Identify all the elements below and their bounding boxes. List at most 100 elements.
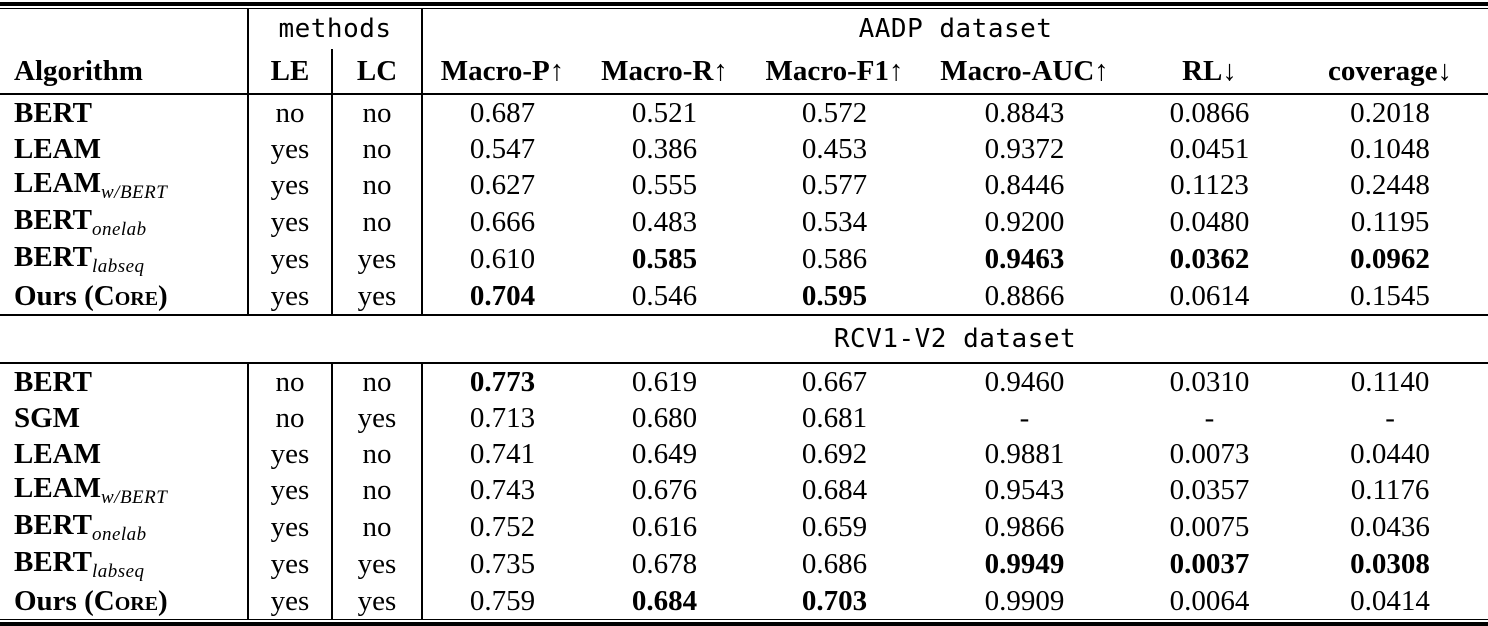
cell-le: yes <box>248 583 333 620</box>
cell-macro-f1: 0.659 <box>801 511 868 543</box>
cell-rl: 0.0866 <box>1169 96 1250 129</box>
cell-macro-auc: 0.9949 <box>984 548 1065 580</box>
cell-rl: 0.1123 <box>1170 169 1249 201</box>
table-row: BERT no no 0.687 0.521 0.572 0.8843 0.0866 0.201… <box>0 94 1488 131</box>
algorithm-name: BERT <box>0 94 249 131</box>
band-spacer <box>0 314 423 364</box>
cell-rl: 0.0451 <box>1169 132 1250 165</box>
cell-lc: yes <box>332 546 424 583</box>
cell-rl: - <box>1204 401 1215 434</box>
cell-le: yes <box>248 472 333 509</box>
cell-coverage: 0.0436 <box>1350 511 1430 543</box>
dataset-label-rcv1: RCV1-V2 dataset <box>422 314 1488 364</box>
cell-macro-f1: 0.453 <box>801 132 868 165</box>
cell-macro-f1: 0.692 <box>801 437 868 470</box>
cell-macro-p: 0.704 <box>469 279 536 312</box>
cell-coverage: 0.0308 <box>1350 548 1430 580</box>
cell-macro-r: 0.555 <box>631 169 698 201</box>
cell-lc: no <box>332 167 424 204</box>
dataset-band-rcv1: RCV1-V2 dataset <box>0 314 1488 364</box>
cell-le: yes <box>248 509 333 546</box>
cell-macro-p: 0.687 <box>469 96 536 129</box>
cell-macro-r: 0.678 <box>631 548 698 580</box>
cell-macro-auc: 0.9543 <box>984 474 1065 506</box>
algorithm-name: BERTlabseq <box>0 546 249 583</box>
cell-coverage: 0.1176 <box>1350 474 1430 506</box>
cell-lc: no <box>332 472 424 509</box>
cell-coverage: 0.1195 <box>1350 206 1430 238</box>
algorithm-name: BERTlabseq <box>0 241 249 278</box>
cell-macro-r: 0.649 <box>631 437 698 470</box>
cell-macro-p: 0.735 <box>469 548 536 580</box>
cell-lc: yes <box>332 278 424 315</box>
dataset-band-row: RCV1-V2 dataset <box>0 314 1488 364</box>
algorithm-name: BERTonelab <box>0 509 249 546</box>
cell-macro-f1: 0.595 <box>801 279 868 312</box>
cell-macro-f1: 0.577 <box>801 169 868 201</box>
cell-rl: 0.0310 <box>1169 365 1250 398</box>
cell-macro-r: 0.616 <box>631 511 698 543</box>
cell-coverage: 0.2448 <box>1350 169 1430 201</box>
algorithm-name: BERT <box>0 363 249 400</box>
cell-macro-auc: 0.9200 <box>984 206 1065 238</box>
table-row: BERTonelab yes no 0.752 0.616 0.659 0.9866 0.00… <box>0 509 1488 546</box>
cell-lc: yes <box>332 241 424 278</box>
cell-lc: yes <box>332 583 424 620</box>
cell-macro-r: 0.585 <box>631 243 698 275</box>
section-aadp-rows: BERT no no 0.687 0.521 0.572 0.8843 0.0866 0.201… <box>0 94 1488 315</box>
cell-lc: no <box>332 131 424 167</box>
column-header-row: Algorithm LE LC Macro-P↑ Macro-R↑ Macro-… <box>0 49 1488 95</box>
cell-rl: 0.0480 <box>1169 206 1250 238</box>
cell-macro-auc: 0.9881 <box>984 437 1065 470</box>
cell-macro-auc: 0.9866 <box>984 511 1065 543</box>
cell-macro-auc: 0.8843 <box>984 96 1065 129</box>
col-header-macro-p: Macro-P↑ <box>422 49 583 95</box>
table-row: BERTlabseq yes yes 0.610 0.585 0.586 0.9463 0.0… <box>0 241 1488 278</box>
cell-macro-p: 0.666 <box>469 206 536 238</box>
cell-macro-p: 0.610 <box>469 243 536 275</box>
cell-macro-r: 0.386 <box>631 132 698 165</box>
col-header-le: LE <box>248 49 333 95</box>
algorithm-name: SGM <box>0 400 249 436</box>
col-header-coverage: coverage↓ <box>1292 49 1488 95</box>
cell-macro-f1: 0.667 <box>801 365 868 398</box>
cell-rl: 0.0037 <box>1169 548 1250 580</box>
cell-lc: no <box>332 204 424 241</box>
cell-macro-r: 0.680 <box>631 401 698 434</box>
cell-macro-f1: 0.586 <box>801 243 868 275</box>
header-spacer <box>0 8 249 49</box>
table-row: LEAMw/BERT yes no 0.743 0.676 0.684 0.9543 0.03… <box>0 472 1488 509</box>
results-table: methods AADP dataset Algorithm LE LC Mac… <box>0 8 1488 620</box>
cell-coverage: 0.0440 <box>1350 437 1430 470</box>
cell-macro-p: 0.741 <box>469 437 536 470</box>
col-header-rl: RL↓ <box>1127 49 1293 95</box>
col-header-algorithm: Algorithm <box>0 49 249 95</box>
algorithm-name: Ours (Core) <box>0 583 249 620</box>
table-row: BERT no no 0.773 0.619 0.667 0.9460 0.0310 0.114… <box>0 363 1488 400</box>
table-row: Ours (Core) yes yes 0.704 0.546 0.595 0.8866 0.… <box>0 278 1488 315</box>
cell-lc: yes <box>332 400 424 436</box>
cell-macro-p: 0.713 <box>469 401 536 434</box>
cell-lc: no <box>332 509 424 546</box>
cell-rl: 0.0075 <box>1169 511 1250 543</box>
cell-macro-r: 0.676 <box>631 474 698 506</box>
table-row: LEAM yes no 0.741 0.649 0.692 0.9881 0.0073 0.04… <box>0 436 1488 472</box>
table-row: Ours (Core) yes yes 0.759 0.684 0.703 0.9909 0.… <box>0 583 1488 620</box>
cell-macro-r: 0.521 <box>631 96 698 129</box>
cell-le: yes <box>248 546 333 583</box>
cell-le: yes <box>248 131 333 167</box>
cell-macro-r: 0.619 <box>631 365 698 398</box>
cell-le: yes <box>248 278 333 315</box>
cell-coverage: 0.1140 <box>1350 365 1430 398</box>
cell-lc: no <box>332 363 424 400</box>
dataset-label-aadp: AADP dataset <box>858 14 1053 44</box>
cell-le: no <box>248 94 333 131</box>
cell-macro-r: 0.483 <box>631 206 698 238</box>
table-row: BERTlabseq yes yes 0.735 0.678 0.686 0.9949 0.0… <box>0 546 1488 583</box>
cell-coverage: 0.1545 <box>1350 279 1430 312</box>
cell-macro-p: 0.759 <box>469 584 536 617</box>
cell-rl: 0.0064 <box>1169 584 1250 617</box>
cell-rl: 0.0614 <box>1169 279 1250 312</box>
cell-macro-p: 0.773 <box>469 365 536 398</box>
cell-coverage: 0.0414 <box>1350 584 1430 617</box>
